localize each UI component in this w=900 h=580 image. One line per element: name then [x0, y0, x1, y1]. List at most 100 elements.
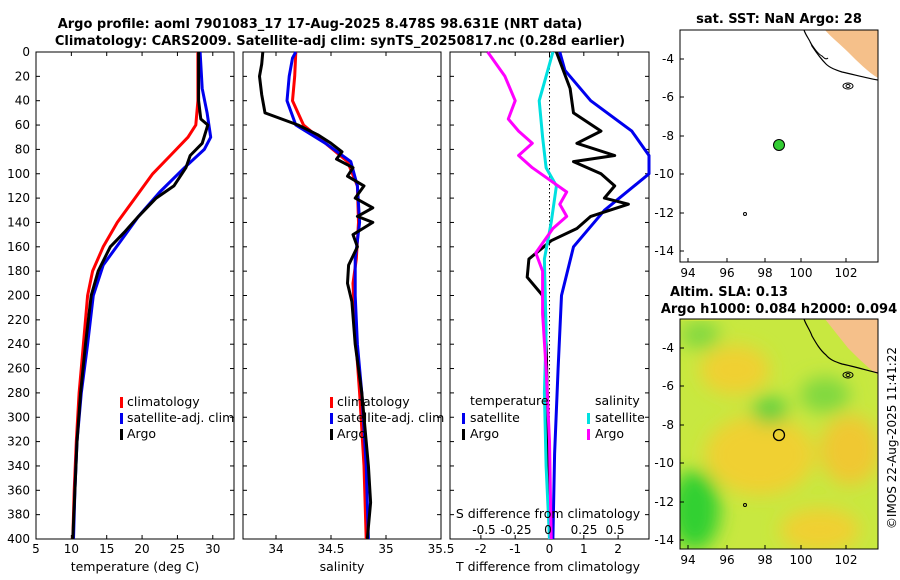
depth-tick-label: 400: [7, 532, 30, 546]
legend-label-climatology: climatology: [337, 394, 410, 409]
salinity-xlabel: salinity: [320, 559, 365, 574]
depth-tick-label: 220: [7, 313, 30, 327]
legend-swatch-s-satellite: [587, 413, 590, 424]
figure-title-line1: Argo profile: aoml 7901083_17 17-Aug-202…: [58, 17, 583, 32]
legend-swatch-argo: [330, 429, 333, 440]
series-argo: [258, 51, 375, 540]
sla-low: [800, 377, 850, 413]
legend-label-satellite-adj: satellite-adj. clim: [337, 410, 444, 425]
legend-label-t-satellite: satellite: [470, 410, 520, 425]
legend-label-s-argo: Argo: [595, 426, 624, 441]
lon-tick-label: 98: [757, 553, 772, 567]
salinity-panel: [242, 51, 442, 540]
temperature-xlabel: temperature (deg C): [71, 559, 200, 574]
x-tick-label: 34.5: [318, 542, 345, 556]
sla-high: [780, 508, 860, 549]
sumatra-land: [825, 30, 878, 78]
lat-tick-label: -14: [654, 533, 674, 547]
sla-high: [700, 345, 770, 395]
lon-tick-label: 102: [835, 266, 858, 280]
cocos-island: [743, 212, 747, 216]
lon-tick-label: 94: [680, 553, 695, 567]
depth-tick-label: 100: [7, 167, 30, 181]
x-tick-label: 10: [64, 542, 79, 556]
figure-title-line2: Climatology: CARS2009. Satellite-adj cli…: [55, 34, 625, 49]
lat-tick-label: -10: [654, 456, 674, 470]
sst-map-land: [743, 30, 878, 216]
lon-tick-label: 96: [719, 266, 734, 280]
temperature-panel: [35, 51, 235, 540]
argo-float-marker: [773, 139, 785, 151]
legend-swatch-t-satellite: [462, 413, 465, 424]
x-tick-label: 30: [205, 542, 220, 556]
depth-tick-label: 40: [15, 94, 30, 108]
depth-axis: 0 20 40 60 80 100 120 140 160 180 200 220 240 260 280 3…: [7, 45, 649, 546]
difference-xlabel: T difference from climatology: [455, 559, 641, 574]
x-tick-label: 1: [580, 542, 588, 556]
depth-tick-label: 240: [7, 337, 30, 351]
depth-tick-label: 260: [7, 362, 30, 376]
legend-swatch-t-argo: [462, 429, 465, 440]
difference-legend: temperature satellite Argo salinity sate…: [462, 393, 645, 441]
x-tick-label: -1: [509, 542, 521, 556]
x-tick-label: 15: [99, 542, 114, 556]
depth-tick-label: 380: [7, 508, 30, 522]
legend-title-salinity: salinity: [595, 393, 640, 408]
imos-credit: ©IMOS 22-Aug-2025 11:41:22: [885, 347, 899, 529]
lon-tick-label: 100: [790, 266, 813, 280]
depth-tick-label: 160: [7, 240, 30, 254]
legend-label-argo: Argo: [337, 426, 366, 441]
sst-map-axes: 94 96 98 100 102 -4 -6 -8 -10 -12 -14: [654, 52, 857, 280]
sla-low: [752, 396, 788, 424]
christmas-island-contour: [845, 373, 851, 377]
legend-swatch-satellite-adj: [330, 413, 333, 424]
s-tick-label: -0.5: [472, 523, 495, 537]
s-tick-label: -0.25: [500, 523, 531, 537]
lon-tick-label: 102: [835, 553, 858, 567]
series-t-satellite: [551, 51, 651, 540]
legend-swatch-s-argo: [587, 429, 590, 440]
depth-tick-label: 140: [7, 215, 30, 229]
x-tick-label: 2: [614, 542, 622, 556]
legend-label-satellite-adj: satellite-adj. clim: [127, 410, 234, 425]
x-tick-label: 0: [546, 542, 554, 556]
depth-tick-label: 340: [7, 459, 30, 473]
sumatra-land: [825, 319, 878, 375]
sla-map-frame: [679, 318, 879, 550]
legend-label-climatology: climatology: [127, 394, 200, 409]
s-tick-label: 0.5: [605, 523, 624, 537]
lon-tick-label: 94: [680, 266, 695, 280]
temperature-legend: climatology satellite-adj. clim Argo: [120, 394, 234, 441]
sla-map-field: [680, 319, 878, 549]
sla-map-axes: 94 96 98 100 102 -4 -6 -8 -10 -12 -14: [654, 341, 857, 567]
lat-tick-label: -8: [662, 418, 674, 432]
lat-tick-label: -4: [662, 341, 674, 355]
x-tick-label: 25: [170, 542, 185, 556]
panel-x-axes: 5 10 15 20 25 30 34 34.5 35 35.5 -2 -1 0 1 2: [32, 52, 622, 556]
salinity-legend: climatology satellite-adj. clim Argo: [330, 394, 444, 441]
coastline: [803, 319, 878, 374]
depth-tick-label: 320: [7, 435, 30, 449]
x-tick-label: -2: [475, 542, 487, 556]
legend-swatch-climatology: [120, 397, 123, 408]
legend-swatch-argo: [120, 429, 123, 440]
depth-tick-label: 180: [7, 264, 30, 278]
lat-tick-label: -4: [662, 52, 674, 66]
x-tick-label: 35: [378, 542, 393, 556]
lat-tick-label: -6: [662, 90, 674, 104]
x-tick-label: 35.5: [428, 542, 455, 556]
christmas-island: [842, 82, 854, 90]
sla-high: [820, 415, 878, 485]
x-tick-label: 34: [268, 542, 283, 556]
depth-tick-label: 360: [7, 483, 30, 497]
depth-tick-label: 60: [15, 118, 30, 132]
cocos-island: [743, 503, 747, 507]
series-argo: [71, 52, 210, 540]
coastline-islands: [809, 41, 829, 60]
legend-swatch-satellite-adj: [120, 413, 123, 424]
s-tick-label: 0: [544, 523, 552, 537]
profile-series: [71, 51, 651, 540]
depth-tick-label: 200: [7, 289, 30, 303]
lon-tick-label: 98: [757, 266, 772, 280]
